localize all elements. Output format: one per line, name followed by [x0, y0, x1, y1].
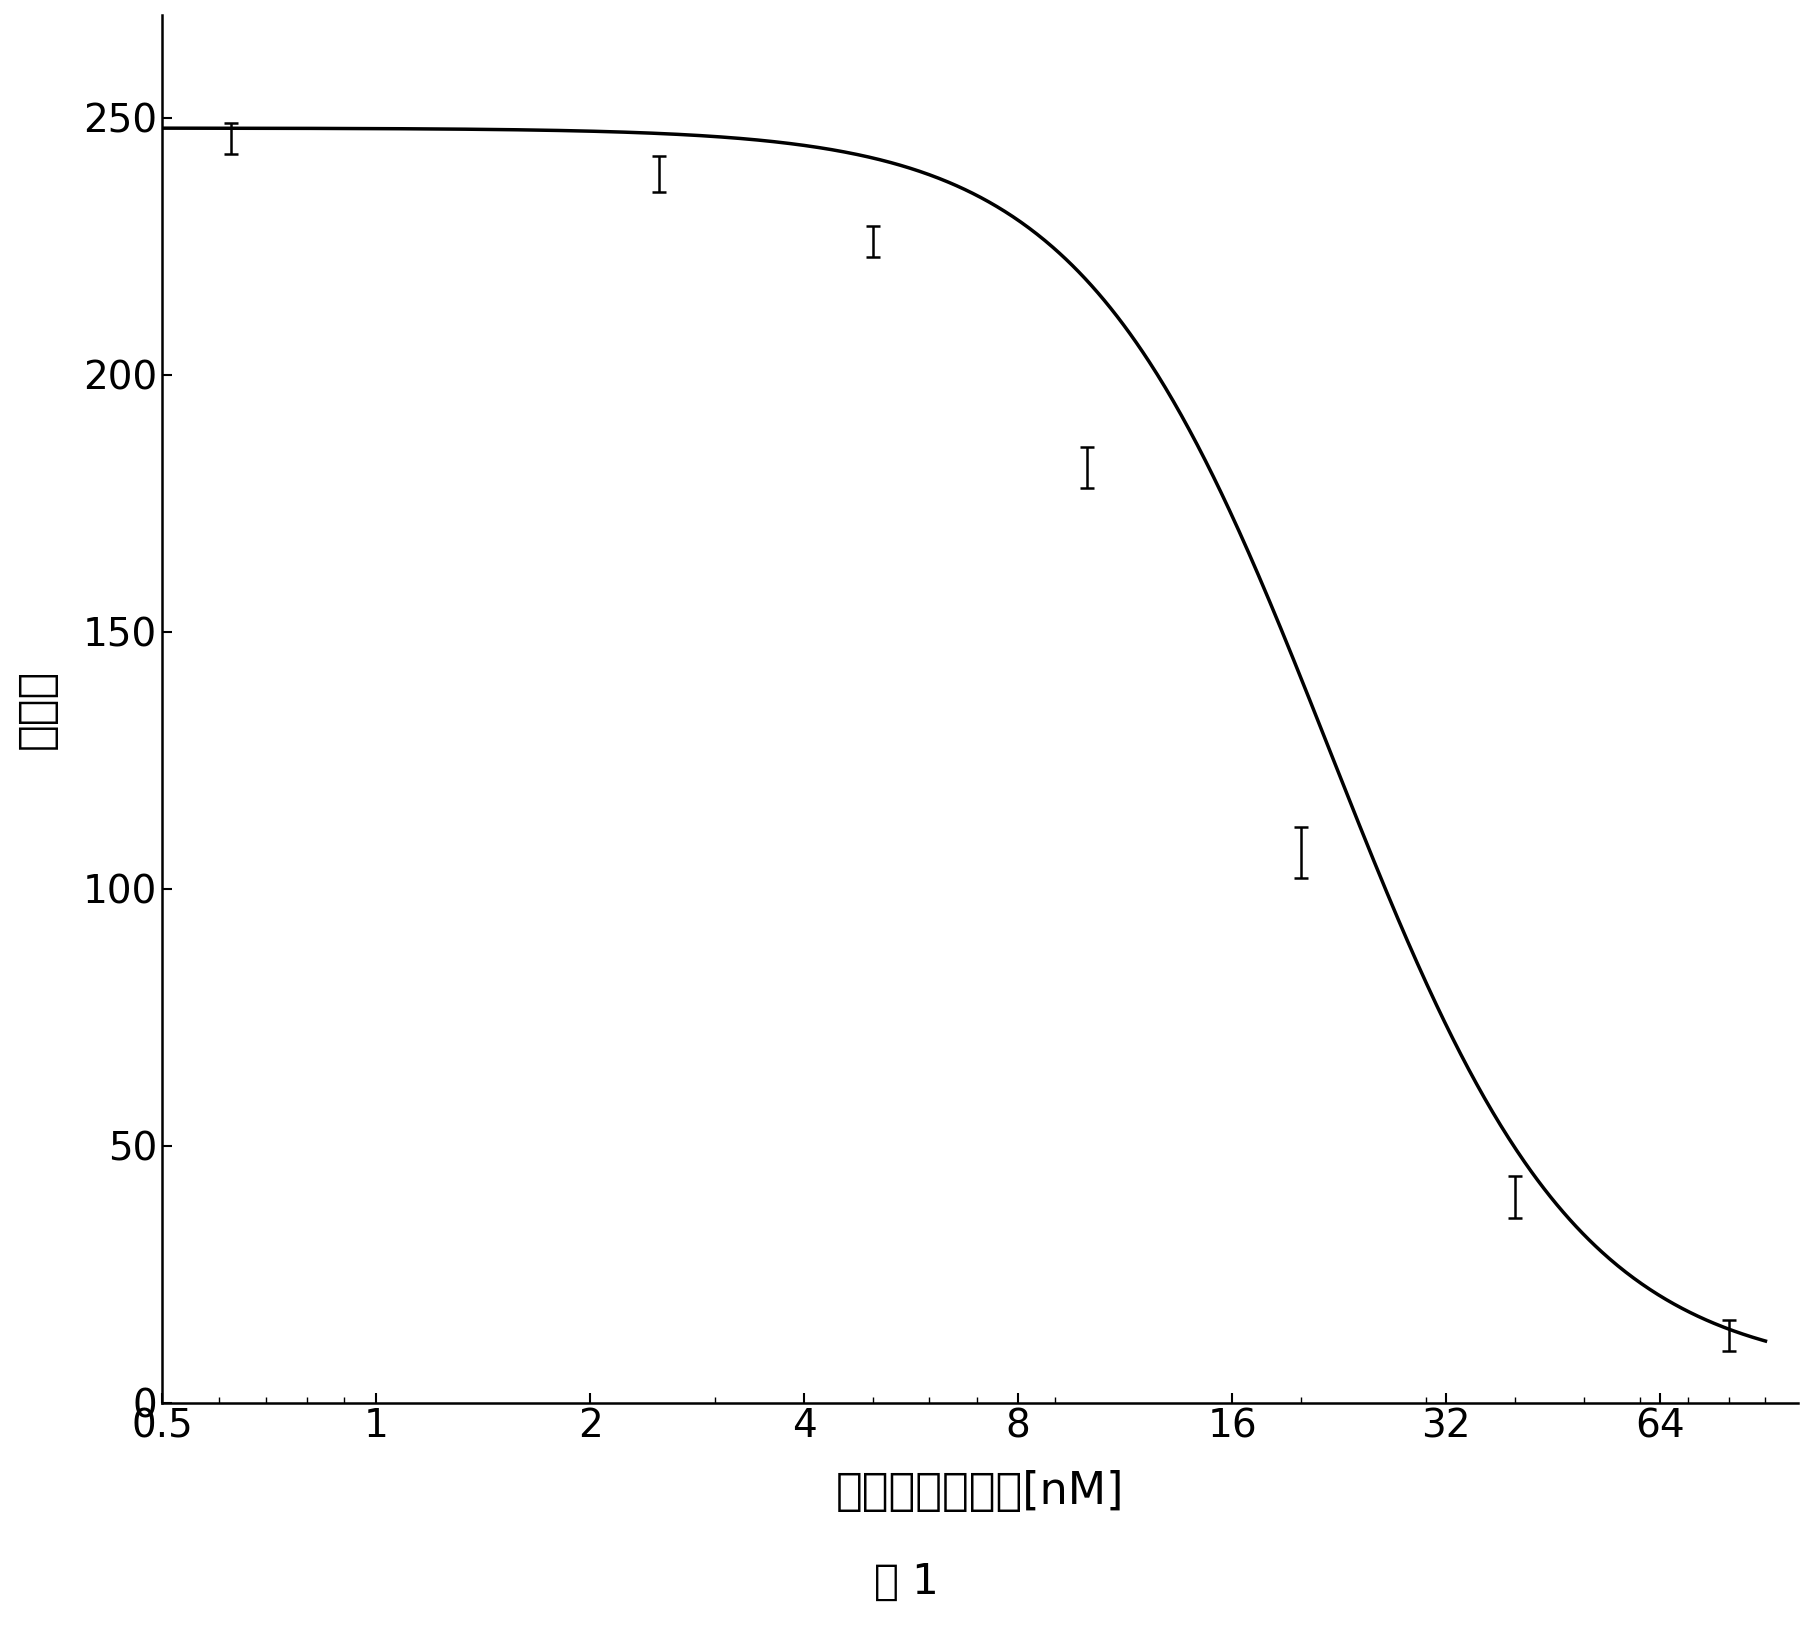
Text: 图 1: 图 1 [874, 1561, 939, 1603]
X-axis label: 嚂嚂二聚体浓度[nM]: 嚂嚂二聚体浓度[nM] [836, 1470, 1124, 1514]
Y-axis label: 响应值: 响应值 [15, 668, 58, 750]
